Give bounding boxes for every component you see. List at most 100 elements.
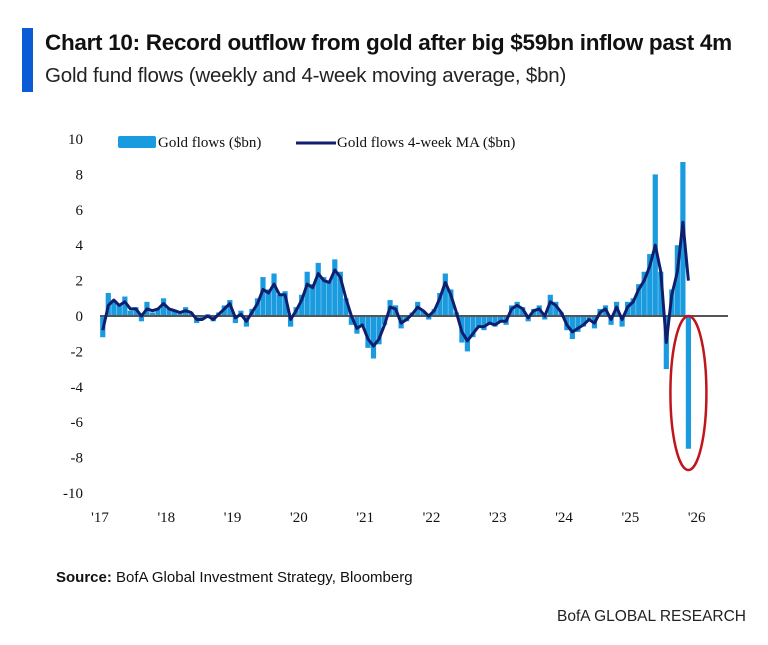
flow-bar [166,308,172,316]
flow-bar [486,316,493,324]
flow-bar [160,298,167,316]
source-label: Source: [56,569,112,586]
flow-bar [265,289,272,316]
flow-bar [359,316,366,327]
y-tick-label: 2 [76,274,84,290]
y-tick-label: 6 [76,203,84,219]
flow-bar [227,300,233,316]
flow-bar [111,300,117,316]
gold-flows-bars [100,162,692,449]
flow-bar [310,284,316,316]
flow-bar [138,316,145,322]
flow-bar [276,294,283,316]
x-tick-label: '24 [555,510,573,526]
x-tick-label: '21 [356,510,374,526]
source-text: BofA Global Investment Strategy, Bloombe… [111,569,413,586]
y-tick-label: -8 [71,451,84,467]
source-note: Source: BofA Global Investment Strategy,… [56,569,413,586]
flow-bar [376,316,382,345]
flow-bar [580,316,587,327]
flow-bar [232,316,238,324]
flow-bar [326,280,332,316]
x-tick-label: '17 [91,510,109,526]
flow-bar [116,305,122,316]
flow-bar [442,273,448,316]
flow-bar [299,294,305,316]
flow-bar [149,312,156,316]
x-tick-label: '18 [157,510,175,526]
x-tick-label: '20 [290,510,308,526]
ma-line [101,220,690,348]
y-axis-ticks: 10 8 6 4 2 0 -2 -4 -6 -8 -10 [63,132,84,502]
flow-bar [481,316,487,331]
flow-bar [641,271,647,316]
legend: Gold flows ($bn) Gold flows 4-week MA ($… [118,135,515,151]
flow-bar [171,310,178,316]
flow-bar [122,296,128,316]
y-tick-label: 0 [76,309,84,325]
flow-bar [437,292,443,316]
flow-bar [514,301,520,316]
x-axis-ticks: '17 '18 '19 '20 '21 '22 '23 '24 '25 '26 [91,510,706,526]
legend-label-ma: Gold flows 4-week MA ($bn) [337,135,515,151]
flow-bar [492,316,498,327]
annotation-group [669,314,708,472]
legend-swatch-gold-flows [118,136,156,148]
chart-title: Chart 10: Record outflow from gold after… [45,30,732,55]
flow-bar [470,316,476,338]
flow-bar [315,262,321,316]
flow-bar [155,308,161,316]
flow-bar [348,316,354,325]
flow-bar [282,291,288,316]
flow-bar [542,316,548,320]
flow-bar [365,316,371,348]
flow-bar [370,316,377,359]
flow-bar [332,259,338,316]
flow-bar [177,312,183,316]
title-accent-bar [22,28,33,92]
legend-label-gold-flows: Gold flows ($bn) [158,135,261,151]
ma-line-group [101,220,690,348]
y-tick-label: -6 [71,415,84,431]
flow-bar [321,277,327,316]
x-tick-label: '19 [224,510,242,526]
flow-bar [426,316,432,320]
flow-bar [337,271,343,316]
x-tick-label: '25 [622,510,640,526]
flow-bar [630,298,636,316]
flow-bar [304,271,310,316]
flow-bar [680,162,686,316]
flow-bar [553,301,559,316]
flow-bar [133,307,139,316]
flow-bar [658,271,664,316]
flow-bar [464,316,471,352]
flow-bar [685,316,692,449]
flow-bar [420,310,426,316]
flow-bar [475,316,482,327]
flow-bar [619,316,625,327]
flow-bar [497,316,504,322]
record-outflow-ellipse [669,314,708,472]
brand-footer: BofA GLOBAL RESEARCH [557,608,746,625]
flow-bar [647,254,653,316]
x-tick-label: '23 [489,510,507,526]
flow-bar [674,245,680,316]
flow-bar [127,310,133,316]
y-tick-label: 10 [68,132,83,148]
x-tick-label: '22 [423,510,441,526]
flow-bar [636,284,642,316]
flow-bar [575,316,581,332]
flow-bar [448,289,454,316]
flow-bar [343,298,349,316]
flow-bar [260,277,266,316]
y-tick-label: -4 [71,380,84,396]
flow-bar [586,316,592,320]
flow-bar [569,316,575,340]
flow-bar [288,316,294,327]
x-tick-label: '26 [688,510,706,526]
flow-bar [254,298,261,316]
y-tick-label: 8 [76,167,84,183]
y-tick-label: 4 [76,238,84,254]
y-tick-label: -2 [71,344,84,360]
